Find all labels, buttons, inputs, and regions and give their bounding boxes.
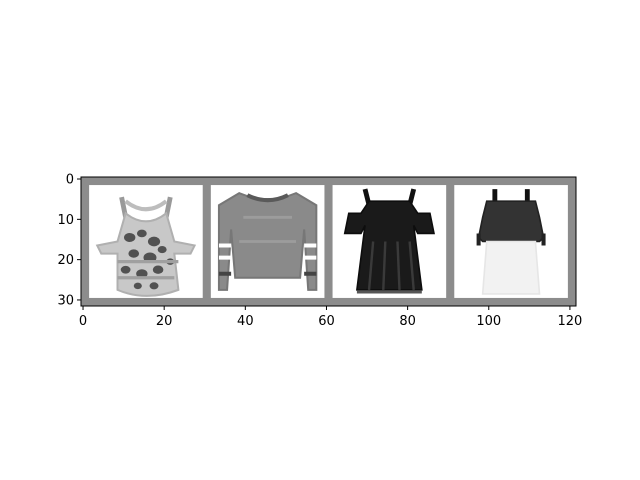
x-tick-label: 40 xyxy=(237,314,254,329)
patterned-tank-top-icon xyxy=(95,196,197,297)
y-tick-label: 0 xyxy=(66,173,74,188)
tile-3 xyxy=(332,185,447,298)
tile-4 xyxy=(454,185,568,298)
x-tick-label: 100 xyxy=(476,314,501,329)
top-with-white-skirt-icon xyxy=(476,189,546,295)
x-tick-label: 20 xyxy=(156,314,173,329)
gray-sweater-icon xyxy=(217,191,318,291)
axes-frame xyxy=(80,176,577,307)
y-tick-label: 10 xyxy=(57,213,74,228)
tile-1 xyxy=(89,185,203,298)
image-grid xyxy=(81,177,576,306)
black-dress-icon xyxy=(343,188,435,294)
x-tick-label: 60 xyxy=(318,314,335,329)
x-tick-label: 80 xyxy=(399,314,416,329)
y-tick-label: 20 xyxy=(57,253,74,268)
x-tick-label: 120 xyxy=(557,314,582,329)
tile-2 xyxy=(210,185,325,298)
x-tick-label: 0 xyxy=(79,314,87,329)
axes-ticks: 0 20 40 60 80 100 120 0 10 20 30 xyxy=(57,173,582,329)
y-tick-label: 30 xyxy=(57,293,74,308)
